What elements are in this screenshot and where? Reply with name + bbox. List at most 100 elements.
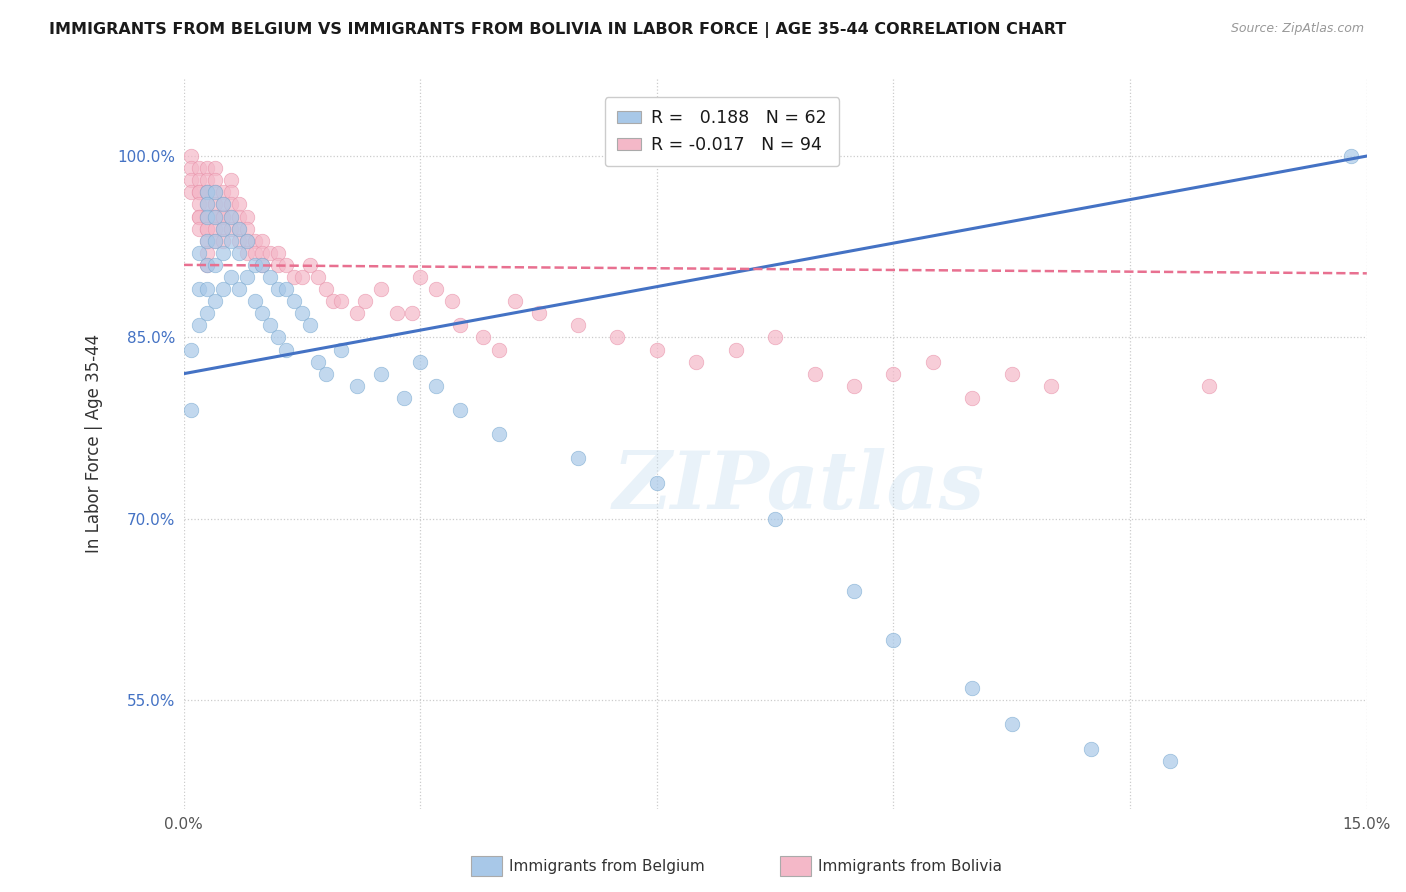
Point — [188, 318, 211, 333]
Point — [842, 379, 865, 393]
Point — [204, 294, 226, 309]
Point — [1340, 149, 1362, 163]
Point — [195, 186, 218, 200]
Point — [219, 221, 242, 235]
Point — [188, 186, 211, 200]
Point — [235, 270, 257, 285]
Point — [228, 282, 250, 296]
Point — [449, 403, 471, 417]
Text: ZIPatlas: ZIPatlas — [613, 449, 984, 526]
Point — [204, 186, 226, 200]
Point — [370, 367, 392, 381]
Point — [195, 234, 218, 248]
Point — [842, 584, 865, 599]
Point — [219, 210, 242, 224]
Point — [212, 282, 235, 296]
Point — [228, 245, 250, 260]
Point — [724, 343, 747, 357]
Point — [267, 245, 290, 260]
Point — [1198, 379, 1220, 393]
Point — [259, 318, 281, 333]
Point — [195, 186, 218, 200]
Y-axis label: In Labor Force | Age 35-44: In Labor Force | Age 35-44 — [86, 334, 103, 553]
Text: Immigrants from Belgium: Immigrants from Belgium — [509, 859, 704, 873]
Point — [195, 197, 218, 211]
Point — [645, 475, 668, 490]
Point — [180, 343, 202, 357]
Point — [252, 234, 274, 248]
Point — [212, 197, 235, 211]
Point — [219, 210, 242, 224]
Point — [188, 221, 211, 235]
Point — [204, 186, 226, 200]
Point — [204, 210, 226, 224]
Point — [204, 161, 226, 175]
Point — [212, 234, 235, 248]
Point — [219, 234, 242, 248]
Point — [385, 306, 408, 320]
Text: IMMIGRANTS FROM BELGIUM VS IMMIGRANTS FROM BOLIVIA IN LABOR FORCE | AGE 35-44 CO: IMMIGRANTS FROM BELGIUM VS IMMIGRANTS FR… — [49, 22, 1067, 38]
Point — [188, 186, 211, 200]
Point — [188, 173, 211, 187]
Point — [195, 210, 218, 224]
Point — [195, 221, 218, 235]
Point — [763, 330, 786, 344]
Point — [180, 149, 202, 163]
Point — [188, 210, 211, 224]
Point — [195, 186, 218, 200]
Point — [298, 318, 321, 333]
Point — [259, 270, 281, 285]
Point — [346, 379, 368, 393]
Point — [212, 221, 235, 235]
Point — [394, 391, 416, 405]
Point — [243, 294, 266, 309]
Point — [243, 234, 266, 248]
Point — [298, 258, 321, 272]
Point — [228, 210, 250, 224]
Point — [235, 221, 257, 235]
Point — [235, 234, 257, 248]
Point — [252, 258, 274, 272]
Point — [425, 379, 447, 393]
Point — [212, 197, 235, 211]
Point — [409, 270, 432, 285]
Point — [1040, 379, 1063, 393]
Point — [212, 221, 235, 235]
Point — [228, 221, 250, 235]
Point — [235, 210, 257, 224]
Point — [219, 270, 242, 285]
Point — [409, 354, 432, 368]
Point — [307, 270, 329, 285]
Point — [354, 294, 377, 309]
Point — [195, 210, 218, 224]
Point — [212, 245, 235, 260]
Point — [882, 367, 904, 381]
Point — [228, 197, 250, 211]
Point — [180, 173, 202, 187]
Point — [228, 221, 250, 235]
Point — [472, 330, 495, 344]
Point — [962, 391, 984, 405]
Point — [235, 234, 257, 248]
Point — [212, 210, 235, 224]
Point — [195, 234, 218, 248]
Point — [212, 186, 235, 200]
Point — [267, 282, 290, 296]
Point — [219, 186, 242, 200]
Point — [803, 367, 825, 381]
Point — [252, 258, 274, 272]
Point — [235, 245, 257, 260]
Point — [195, 306, 218, 320]
Point — [243, 245, 266, 260]
Legend: R =   0.188   N = 62, R = -0.017   N = 94: R = 0.188 N = 62, R = -0.017 N = 94 — [605, 97, 839, 166]
Point — [315, 367, 337, 381]
Point — [195, 161, 218, 175]
Point — [180, 186, 202, 200]
Point — [370, 282, 392, 296]
Point — [204, 197, 226, 211]
Point — [307, 354, 329, 368]
Point — [188, 245, 211, 260]
Point — [204, 234, 226, 248]
Point — [204, 258, 226, 272]
Point — [645, 343, 668, 357]
